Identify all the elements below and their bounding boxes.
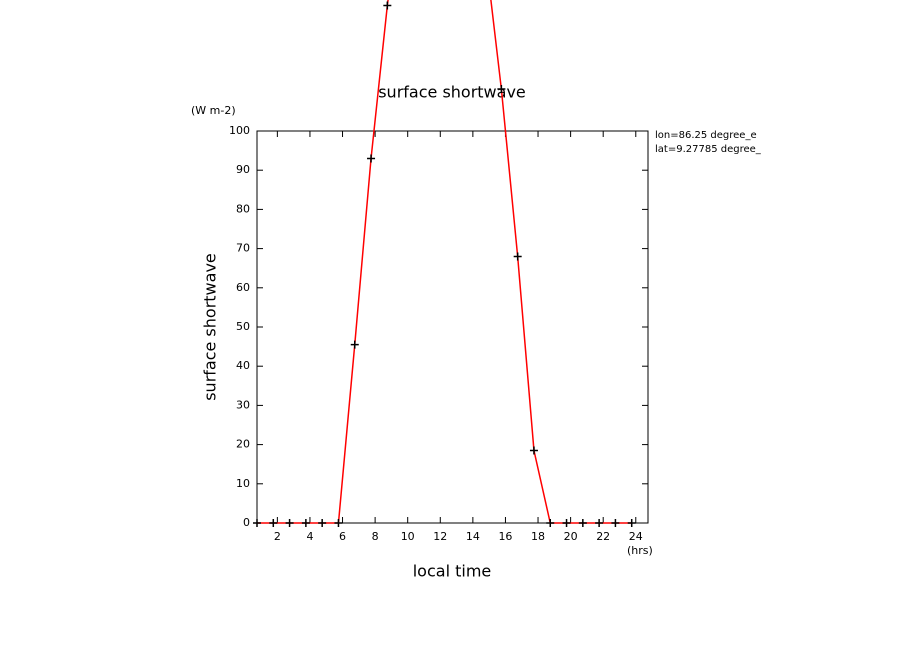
- y-tick-label: 100: [229, 124, 250, 137]
- data-point: [301, 519, 310, 527]
- y-tick-label: 50: [236, 320, 250, 333]
- x-tick-label: 18: [531, 530, 545, 543]
- x-tick-label: 16: [498, 530, 512, 543]
- y-units: (W m-2): [191, 104, 236, 117]
- data-point: [383, 1, 392, 10]
- x-tick-label: 22: [596, 530, 610, 543]
- y-tick-label: 60: [236, 281, 250, 294]
- data-point: [562, 519, 571, 527]
- data-point: [269, 519, 278, 527]
- data-point: [367, 154, 376, 163]
- data-point: [595, 519, 604, 527]
- chart-title: surface shortwave: [378, 83, 526, 102]
- data-point: [318, 519, 327, 527]
- y-tick-label: 90: [236, 163, 250, 176]
- data-point: [497, 85, 506, 94]
- data-point: [513, 252, 522, 261]
- data-point: [253, 519, 261, 527]
- annotation: lat=9.27785 degree_: [655, 144, 762, 155]
- data-point: [350, 340, 359, 349]
- data-line: [257, 0, 632, 524]
- data-point: [627, 519, 636, 527]
- x-tick-label: 14: [466, 530, 480, 543]
- y-tick-label: 20: [236, 438, 250, 451]
- y-tick-label: 10: [236, 477, 250, 490]
- y-tick-label: 70: [236, 242, 250, 255]
- x-tick-label: 10: [401, 530, 415, 543]
- x-tick-label: 6: [339, 530, 346, 543]
- y-tick-label: 40: [236, 359, 250, 372]
- data-point: [578, 519, 587, 527]
- y-tick-label: 0: [243, 516, 250, 529]
- x-tick-label: 4: [306, 530, 313, 543]
- data-point: [285, 519, 294, 527]
- x-tick-label: 20: [564, 530, 578, 543]
- data-point: [529, 446, 538, 455]
- y-tick-label: 30: [236, 398, 250, 411]
- y-tick-label: 80: [236, 202, 250, 215]
- x-tick-label: 2: [274, 530, 281, 543]
- annotation: lon=86.25 degree_e: [655, 130, 757, 141]
- x-tick-label: 24: [629, 530, 643, 543]
- data-point: [546, 519, 555, 527]
- data-point: [611, 519, 620, 527]
- plot-frame: [256, 130, 649, 524]
- y-axis-label: surface shortwave: [201, 253, 220, 401]
- x-tick-label: 8: [372, 530, 379, 543]
- x-tick-label: 12: [433, 530, 447, 543]
- data-point: [334, 519, 343, 527]
- x-axis-label: local time: [413, 562, 492, 581]
- x-units: (hrs): [627, 544, 653, 557]
